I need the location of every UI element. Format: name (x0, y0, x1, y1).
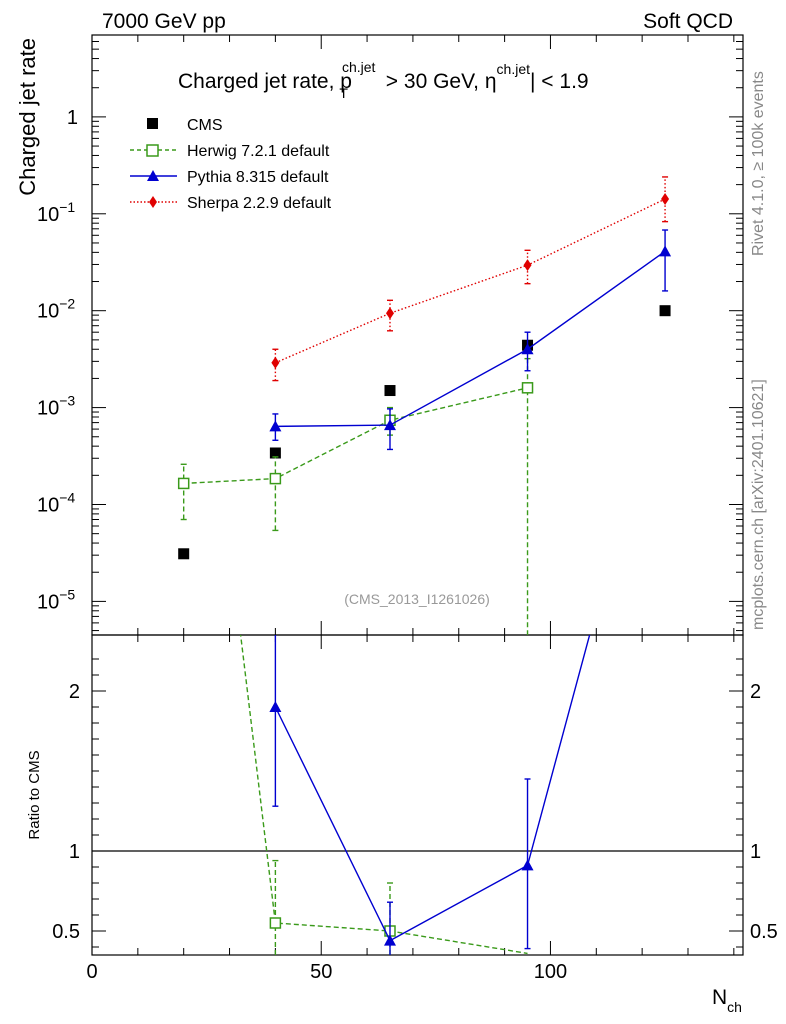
x-axis-label-main: N (712, 986, 727, 1009)
sherpa-line (275, 198, 666, 364)
y-tick-label: 1 (67, 107, 78, 129)
cms-point (659, 305, 671, 317)
herwig-point (177, 477, 190, 490)
series-pythia (269, 229, 672, 451)
herwig-point (269, 472, 282, 485)
y-tick-label: 10−1 (37, 199, 75, 226)
ratio-plot-frame (91, 634, 744, 956)
y-tick-exponent: −3 (59, 393, 75, 409)
title-eta-superscript: ch.jet (497, 61, 531, 77)
y-tick-mantissa: 10 (37, 398, 59, 420)
x-tick-label: 50 (310, 961, 332, 983)
ratio-axis-ticks (91, 635, 743, 955)
legend: CMS Herwig 7.2.1 default Pythia 8.315 de… (130, 117, 332, 212)
main-y-tick-labels: 110−110−210−310−410−5 (37, 107, 78, 614)
pythia-line (275, 250, 666, 428)
main-axis-ticks (91, 34, 743, 635)
title-prefix: Charged jet rate, p (178, 70, 352, 93)
title-suffix: | < 1.9 (530, 70, 589, 93)
pythia-point (659, 245, 672, 257)
ratio-pythia-line (274, 635, 591, 942)
ratio-pythia-point (269, 701, 282, 712)
pythia-point (383, 419, 396, 431)
y-tick-mantissa: 10 (37, 494, 59, 516)
series-cms (178, 305, 671, 560)
header-right-label: Soft QCD (643, 10, 733, 33)
y-tick-label: 10−3 (37, 393, 75, 420)
mcplots-side-label: mcplots.cern.ch [arXiv:2401.10621] (750, 379, 767, 630)
y-tick-exponent: −5 (59, 586, 75, 602)
ratio-tick-labels: 0.5 0.5 1 1 2 2 0 50 100 (52, 681, 778, 983)
legend-pythia-marker (147, 170, 159, 181)
ratio-y-tick-label-left: 0.5 (52, 921, 80, 943)
pythia-point (521, 343, 534, 355)
ratio-pythia-point (521, 859, 534, 871)
analysis-watermark: (CMS_2013_I1261026) (344, 591, 490, 607)
cms-point (384, 385, 396, 397)
title-pt-subscript: T (339, 85, 348, 101)
legend-sherpa-marker (149, 196, 157, 208)
ratio-y-tick-label-left: 2 (69, 681, 80, 703)
y-tick-label: 10−2 (37, 296, 75, 323)
x-axis-label-sub: ch (727, 999, 742, 1015)
legend-herwig-marker (146, 144, 159, 157)
ratio-herwig-line (239, 635, 528, 955)
ratio-y-tick-label-right: 0.5 (750, 921, 778, 943)
y-tick-label: 10−4 (37, 489, 75, 516)
series-sherpa (271, 176, 670, 382)
legend-cms-label: CMS (187, 117, 223, 134)
ratio-series-group (239, 635, 591, 955)
cms-point (178, 548, 190, 560)
ratio-herwig-point (269, 917, 282, 929)
legend-pythia-label: Pythia 8.315 default (187, 169, 329, 186)
ratio-y-tick-label-right: 2 (750, 681, 761, 703)
ratio-series-herwig (239, 635, 528, 955)
header-left-label: 7000 GeV pp (102, 10, 226, 33)
chart-title: Charged jet rate, pch.jet T > 30 GeV, ηch… (178, 59, 589, 101)
series-herwig (177, 357, 534, 635)
main-series-group (177, 176, 672, 635)
legend-cms-marker (147, 118, 158, 129)
ratio-pythia-point (383, 934, 396, 946)
y-tick-mantissa: 10 (37, 301, 59, 323)
y-tick-exponent: −1 (59, 199, 75, 215)
ratio-series-pythia (269, 635, 591, 955)
sherpa-point (523, 259, 532, 272)
rivet-side-label: Rivet 4.1.0, ≥ 100k events (750, 71, 767, 256)
ratio-y-tick-label-right: 1 (750, 841, 761, 863)
x-axis-label: Nch (712, 986, 742, 1015)
y-tick-mantissa: 10 (37, 591, 59, 613)
y-tick-mantissa: 10 (37, 204, 59, 226)
legend-sherpa-label: Sherpa 2.2.9 default (187, 195, 332, 212)
legend-herwig-label: Herwig 7.2.1 default (187, 143, 330, 160)
main-y-axis-label: Charged jet rate (15, 38, 40, 196)
pythia-point (269, 420, 282, 432)
sherpa-point (661, 193, 670, 206)
y-tick-exponent: −4 (59, 489, 75, 505)
cms-point (269, 447, 281, 459)
title-pt-superscript: ch.jet (342, 59, 376, 75)
title-middle: > 30 GeV, η (380, 70, 497, 93)
sherpa-point (385, 307, 394, 320)
herwig-point (521, 382, 534, 394)
herwig-line (183, 387, 528, 485)
ratio-y-tick-label-left: 1 (69, 841, 80, 863)
sherpa-point (271, 356, 280, 369)
x-tick-label: 100 (534, 961, 567, 983)
y-tick-label: 10−5 (37, 586, 75, 613)
ratio-y-axis-label: Ratio to CMS (26, 750, 43, 839)
x-tick-label: 0 (86, 961, 97, 983)
y-tick-exponent: −2 (59, 296, 75, 312)
